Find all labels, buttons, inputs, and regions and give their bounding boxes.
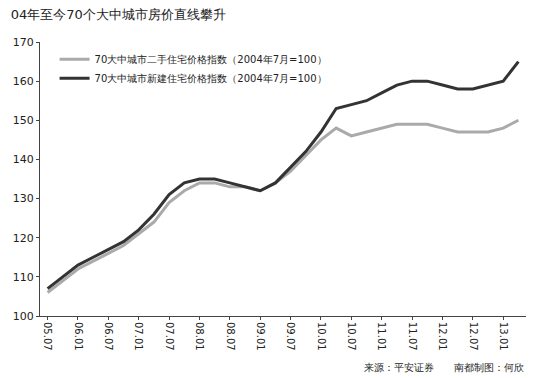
svg-text:70大中城市新建住宅价格指数（2004年7月=100）: 70大中城市新建住宅价格指数（2004年7月=100） bbox=[95, 73, 327, 84]
svg-text:07.07: 07.07 bbox=[164, 322, 175, 351]
svg-text:11.01: 11.01 bbox=[376, 322, 387, 351]
svg-text:09.07: 09.07 bbox=[285, 322, 296, 351]
svg-text:140: 140 bbox=[13, 153, 34, 166]
svg-text:13.01: 13.01 bbox=[498, 322, 509, 351]
svg-text:06.07: 06.07 bbox=[103, 322, 114, 351]
svg-text:11.07: 11.07 bbox=[407, 322, 418, 351]
svg-text:120: 120 bbox=[13, 232, 34, 245]
svg-text:10.07: 10.07 bbox=[346, 322, 357, 351]
svg-text:12.07: 12.07 bbox=[468, 322, 479, 351]
svg-text:09.01: 09.01 bbox=[255, 322, 266, 351]
svg-text:100: 100 bbox=[13, 310, 34, 323]
svg-text:12.01: 12.01 bbox=[437, 322, 448, 351]
svg-text:08.07: 08.07 bbox=[225, 322, 236, 351]
svg-text:110: 110 bbox=[13, 271, 34, 284]
svg-text:70大中城市二手住宅价格指数（2004年7月=100）: 70大中城市二手住宅价格指数（2004年7月=100） bbox=[95, 54, 327, 65]
svg-text:来源：平安证券 南都制图：何欣: 来源：平安证券 南都制图：何欣 bbox=[364, 362, 524, 373]
svg-text:08.01: 08.01 bbox=[194, 322, 205, 351]
svg-text:130: 130 bbox=[13, 192, 34, 205]
svg-text:170: 170 bbox=[13, 36, 34, 49]
svg-text:160: 160 bbox=[13, 75, 34, 88]
svg-text:06.01: 06.01 bbox=[73, 322, 84, 351]
svg-text:05.07: 05.07 bbox=[42, 322, 53, 351]
svg-text:07.01: 07.01 bbox=[133, 322, 144, 351]
svg-text:150: 150 bbox=[13, 114, 34, 127]
svg-text:10.01: 10.01 bbox=[316, 322, 327, 351]
svg-text:04年至今70个大中城市房价直线攀升: 04年至今70个大中城市房价直线攀升 bbox=[11, 7, 226, 22]
